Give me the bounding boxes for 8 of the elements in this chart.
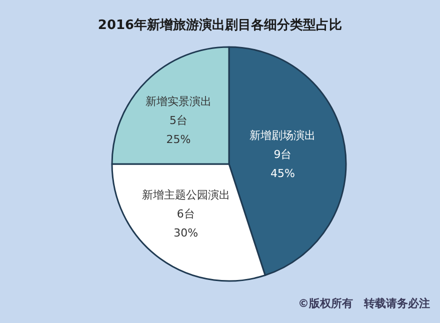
- slice-label: 新增剧场演出: [250, 128, 316, 142]
- data-label: 6台 30%: [174, 207, 198, 240]
- chart-title: 2016年新增旅游演出剧目各细分类型占比: [98, 17, 342, 33]
- data-label: 9台 45%: [270, 148, 295, 180]
- data-label: 5台 25%: [166, 114, 191, 146]
- text: ©版权所有 转载请务必注: [298, 297, 430, 310]
- slice-label: 新增主题公园演出: [142, 188, 230, 202]
- slice-label: 新增实景演出: [146, 95, 212, 108]
